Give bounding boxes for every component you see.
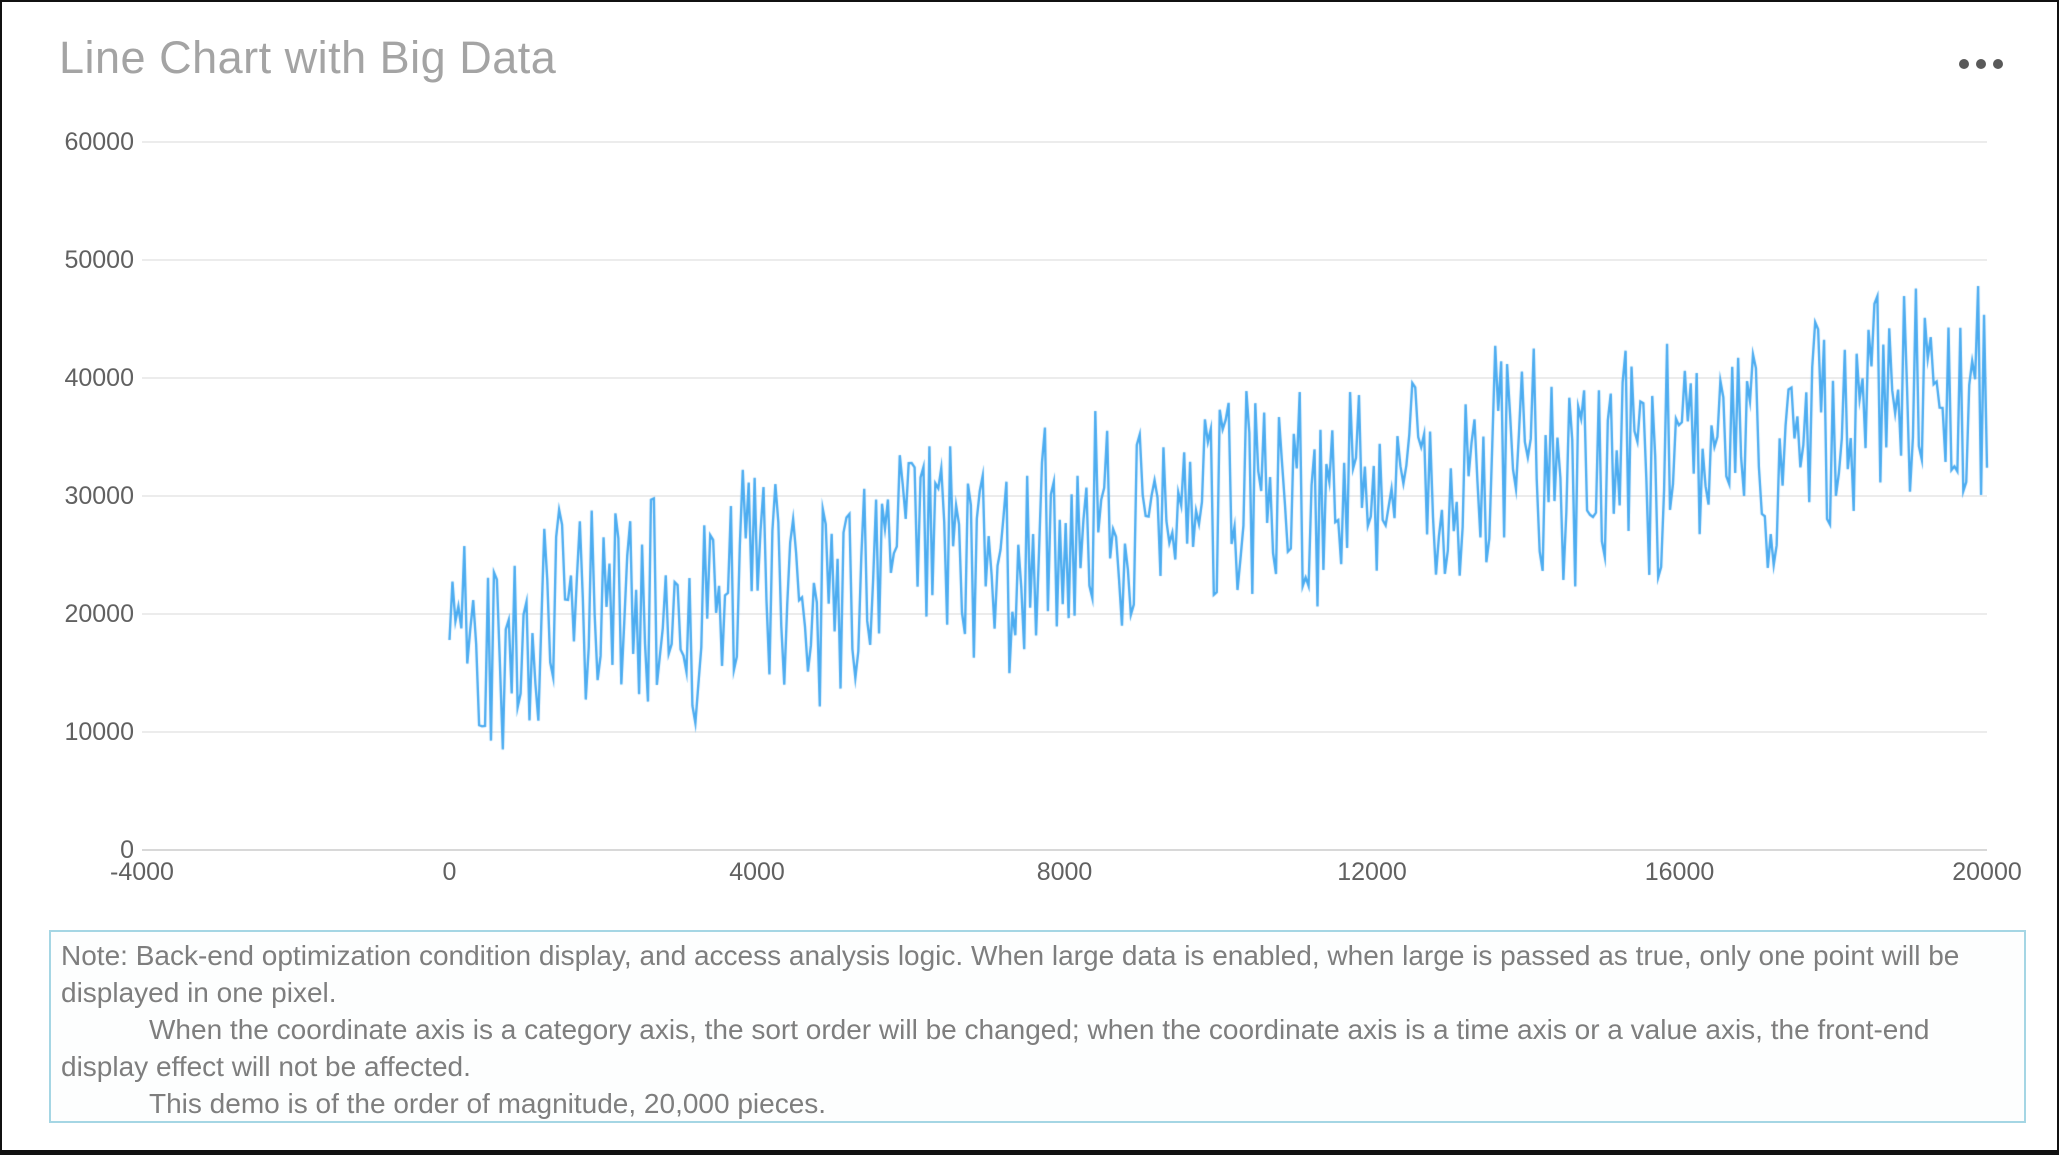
note-paragraph: This demo is of the order of magnitude, … bbox=[149, 1088, 827, 1119]
note-paragraph: When the coordinate axis is a category a… bbox=[61, 1014, 1930, 1082]
note-box: Note: Back-end optimization condition di… bbox=[49, 930, 2026, 1123]
note-paragraph: Note: Back-end optimization condition di… bbox=[61, 940, 1960, 1008]
